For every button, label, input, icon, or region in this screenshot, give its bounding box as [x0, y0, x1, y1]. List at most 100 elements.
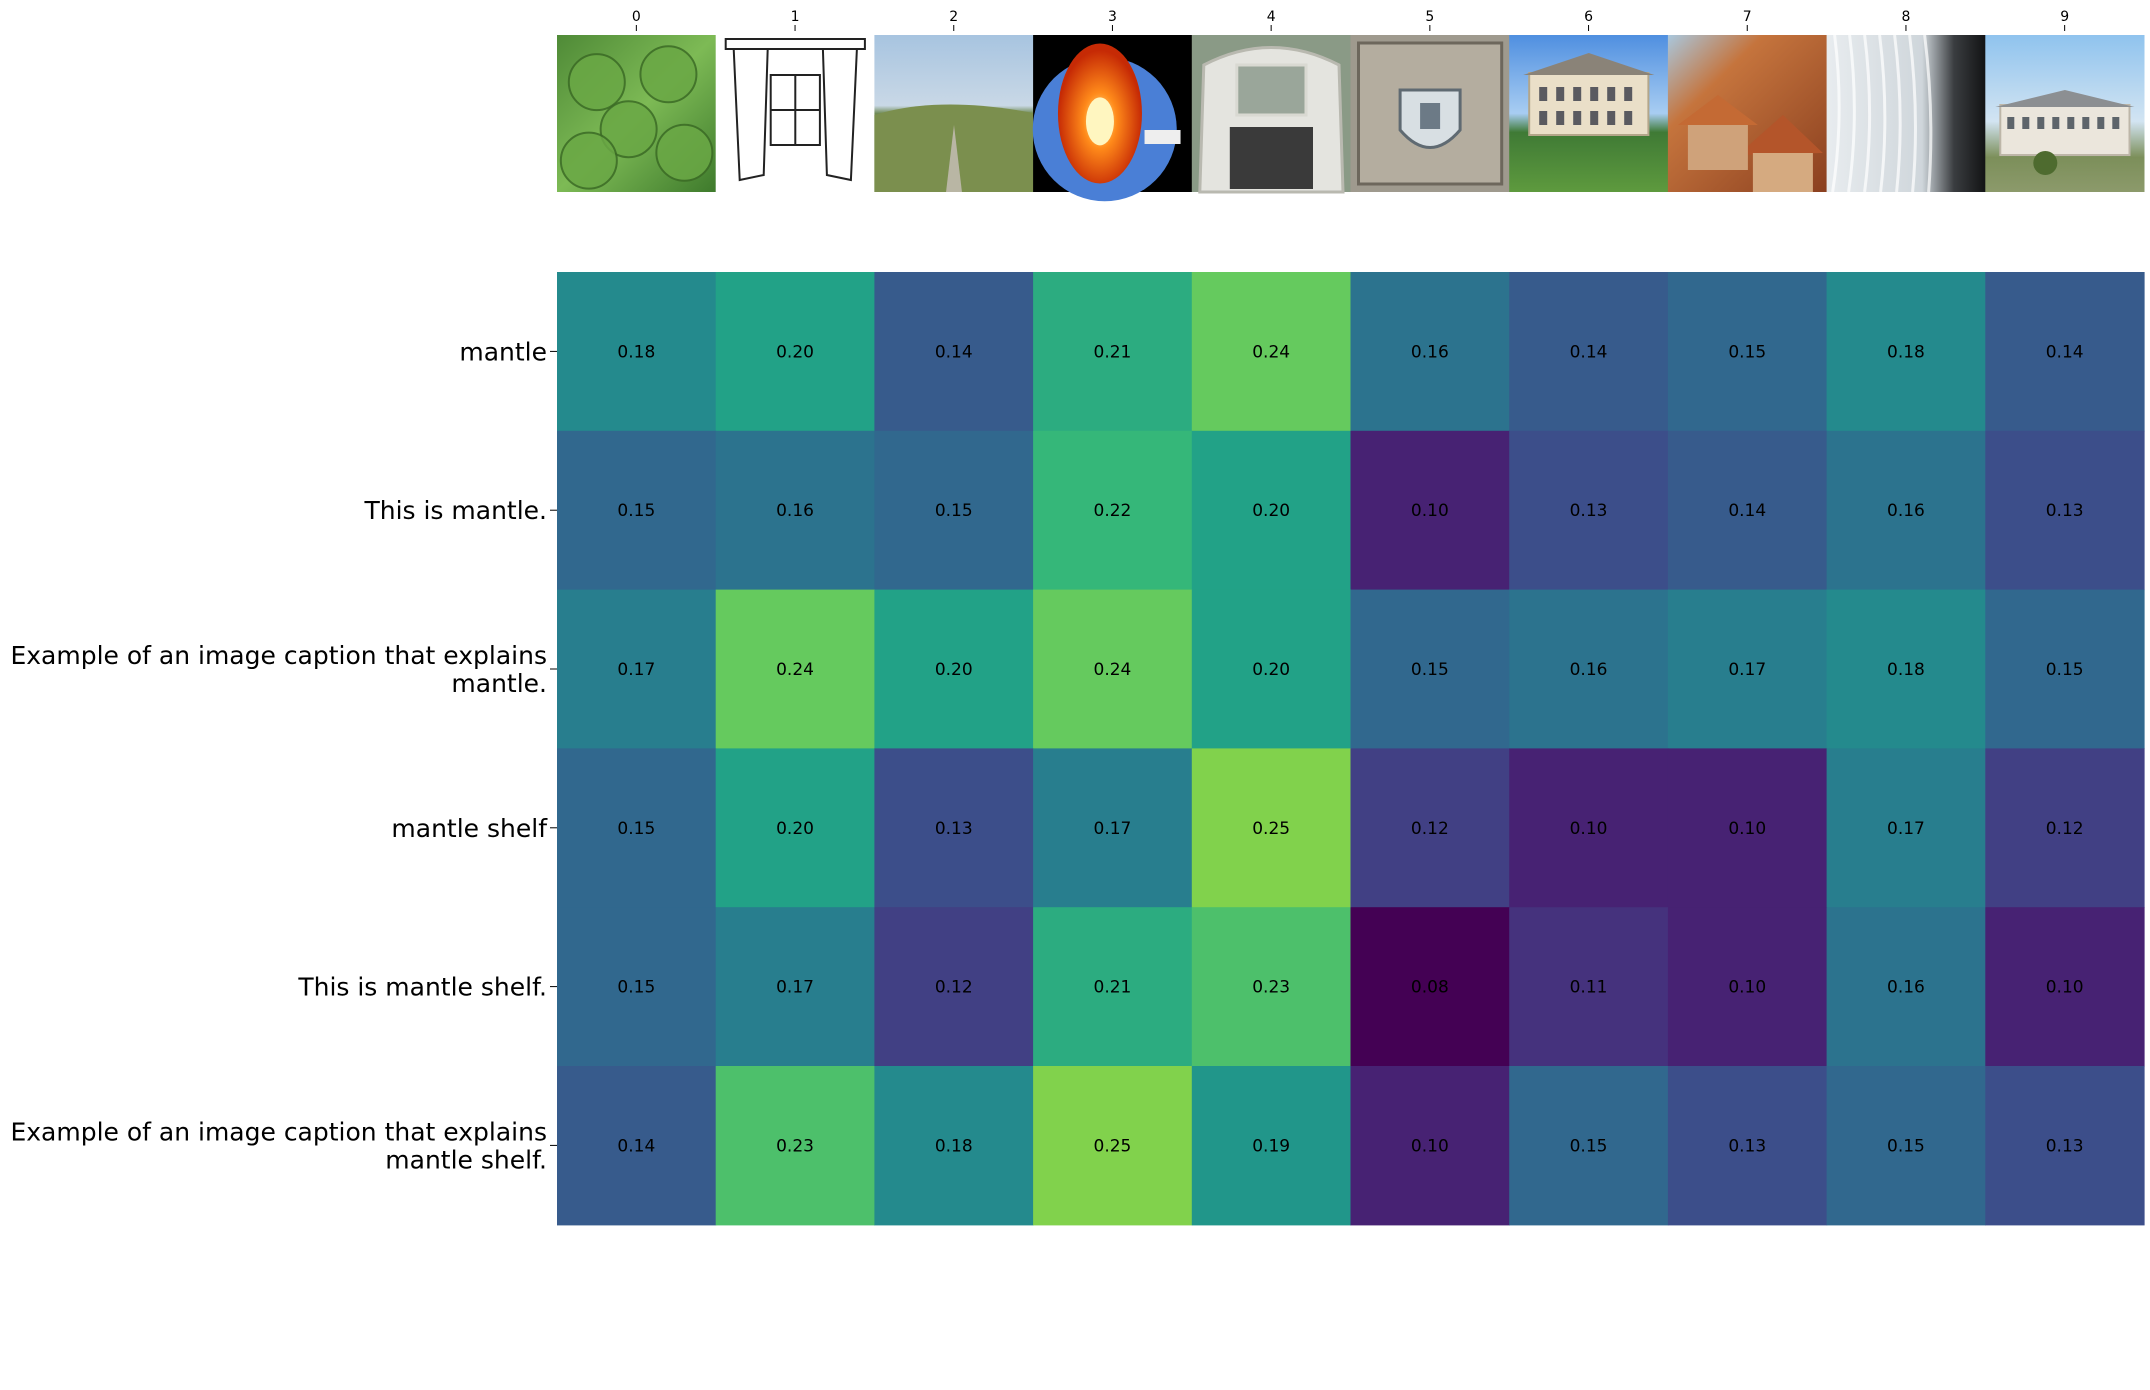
column-tick-label: 4	[1267, 9, 1276, 25]
heatmap-cell	[1509, 907, 1669, 1067]
heatmap-cell	[1191, 1066, 1352, 1226]
heatmap-cell	[1826, 748, 1986, 908]
heatmap-cell	[715, 1066, 875, 1226]
cell-value-label: 0.20	[935, 660, 973, 680]
cell-value-label: 0.23	[1252, 978, 1290, 998]
heatmap-cell	[1509, 1066, 1669, 1226]
heatmap-cell	[715, 430, 875, 591]
row-tick-label: mantle	[459, 337, 547, 366]
cell-value-label: 0.18	[1887, 342, 1925, 362]
heatmap-cell	[874, 1066, 1034, 1226]
heatmap-cell	[1350, 589, 1510, 749]
column-tick-label: 7	[1743, 9, 1752, 25]
column-thumbnail	[1191, 35, 1351, 194]
heatmap-cell	[557, 589, 717, 749]
heatmap-cell	[715, 272, 875, 432]
cell-value-label: 0.10	[2046, 978, 2084, 998]
cell-value-label: 0.24	[1094, 660, 1132, 680]
cell-value-label: 0.18	[617, 342, 655, 362]
heatmap-cell	[715, 589, 875, 749]
column-tick-label: 8	[1901, 9, 1910, 25]
column-thumbnail	[1509, 35, 1669, 192]
heatmap-cell	[1350, 907, 1510, 1067]
cell-value-label: 0.13	[1570, 501, 1608, 521]
heatmap-cell	[1985, 272, 2145, 432]
cell-value-label: 0.11	[1570, 978, 1608, 998]
column-thumbnail	[1985, 35, 2145, 192]
heatmap-cell	[1667, 748, 1828, 908]
cell-value-label: 0.25	[1252, 819, 1290, 839]
cell-value-label: 0.21	[1094, 978, 1132, 998]
heatmap-cell	[1826, 907, 1986, 1067]
column-tick-label: 0	[632, 9, 641, 25]
column-ticks: 0 1 2 3 4 5 6 7 8 9	[632, 9, 2069, 31]
heatmap-cell	[1509, 272, 1669, 432]
cell-value-label: 0.16	[776, 501, 814, 521]
cell-value-label: 0.16	[1887, 978, 1925, 998]
cell-value-label: 0.15	[617, 819, 655, 839]
row-tick-label: This is mantle shelf.	[297, 973, 547, 1002]
heatmap-cell	[1191, 272, 1352, 432]
heatmap-cell	[1985, 589, 2145, 749]
heatmap-cell	[557, 1066, 717, 1226]
row-tick-label: mantle.	[451, 669, 547, 698]
column-thumbnail	[1667, 35, 1828, 192]
cell-value-label: 0.17	[1728, 660, 1766, 680]
heatmap-cell	[1033, 1066, 1193, 1226]
heatmap-cell	[557, 272, 717, 432]
row-ticks: mantle This is mantle. Example of an image…	[10, 337, 557, 1174]
heatmap-cell	[1350, 430, 1510, 591]
cell-value-label: 0.13	[1728, 1136, 1766, 1156]
cell-value-label: 0.10	[1411, 501, 1449, 521]
heatmap-cells: 0.18 0.20 0.14 0.21 0.24 0.16 0.14 0.15 0.18 0.14…	[557, 272, 2145, 1226]
heatmap-cell	[1826, 589, 1986, 749]
heatmap-cell	[1667, 1066, 1828, 1226]
cell-value-label: 0.18	[935, 1136, 973, 1156]
heatmap-cell	[1033, 430, 1193, 591]
row-tick-label: mantle shelf.	[385, 1145, 547, 1174]
column-tick-label: 6	[1584, 9, 1593, 25]
cell-value-label: 0.17	[617, 660, 655, 680]
heatmap-cell	[715, 748, 875, 908]
cell-value-label: 0.15	[1411, 660, 1449, 680]
column-thumbnail	[1350, 35, 1510, 192]
column-tick-label: 5	[1425, 9, 1434, 25]
cell-value-label: 0.14	[935, 342, 973, 362]
heatmap-cell	[1985, 907, 2145, 1067]
cell-value-label: 0.18	[1887, 660, 1925, 680]
cell-value-label: 0.12	[2046, 819, 2084, 839]
heatmap-cell	[1985, 1066, 2145, 1226]
cell-value-label: 0.17	[1887, 819, 1925, 839]
cell-value-label: 0.23	[776, 1136, 814, 1156]
cell-value-label: 0.17	[1094, 819, 1132, 839]
heatmap-cell	[1350, 272, 1510, 432]
heatmap-cell	[557, 748, 717, 908]
heatmap-cell	[874, 748, 1034, 908]
cell-value-label: 0.13	[2046, 501, 2084, 521]
row-tick-label: This is mantle.	[363, 496, 547, 525]
cell-value-label: 0.14	[1570, 342, 1608, 362]
column-thumbnail	[1826, 34, 1986, 193]
cell-value-label: 0.13	[2046, 1136, 2084, 1156]
heatmap-cell	[1191, 907, 1352, 1067]
heatmap-cell	[1985, 430, 2145, 591]
cell-value-label: 0.21	[1094, 342, 1132, 362]
cell-value-label: 0.12	[935, 978, 973, 998]
heatmap-cell	[1191, 430, 1352, 591]
cell-value-label: 0.15	[617, 978, 655, 998]
cell-value-label: 0.15	[935, 501, 973, 521]
heatmap-cell	[1826, 1066, 1986, 1226]
cell-value-label: 0.10	[1728, 978, 1766, 998]
heatmap-cell	[1509, 589, 1669, 749]
cell-value-label: 0.17	[776, 978, 814, 998]
cell-value-label: 0.20	[1252, 660, 1290, 680]
cell-value-label: 0.14	[617, 1136, 655, 1156]
cell-value-label: 0.14	[2046, 342, 2084, 362]
row-tick-label: mantle shelf	[391, 814, 548, 843]
cell-value-label: 0.19	[1252, 1136, 1290, 1156]
row-tick-label: Example of an image caption that explain…	[10, 1117, 547, 1146]
cell-value-label: 0.24	[776, 660, 814, 680]
cell-value-label: 0.22	[1094, 501, 1132, 521]
heatmap-cell	[557, 430, 717, 591]
